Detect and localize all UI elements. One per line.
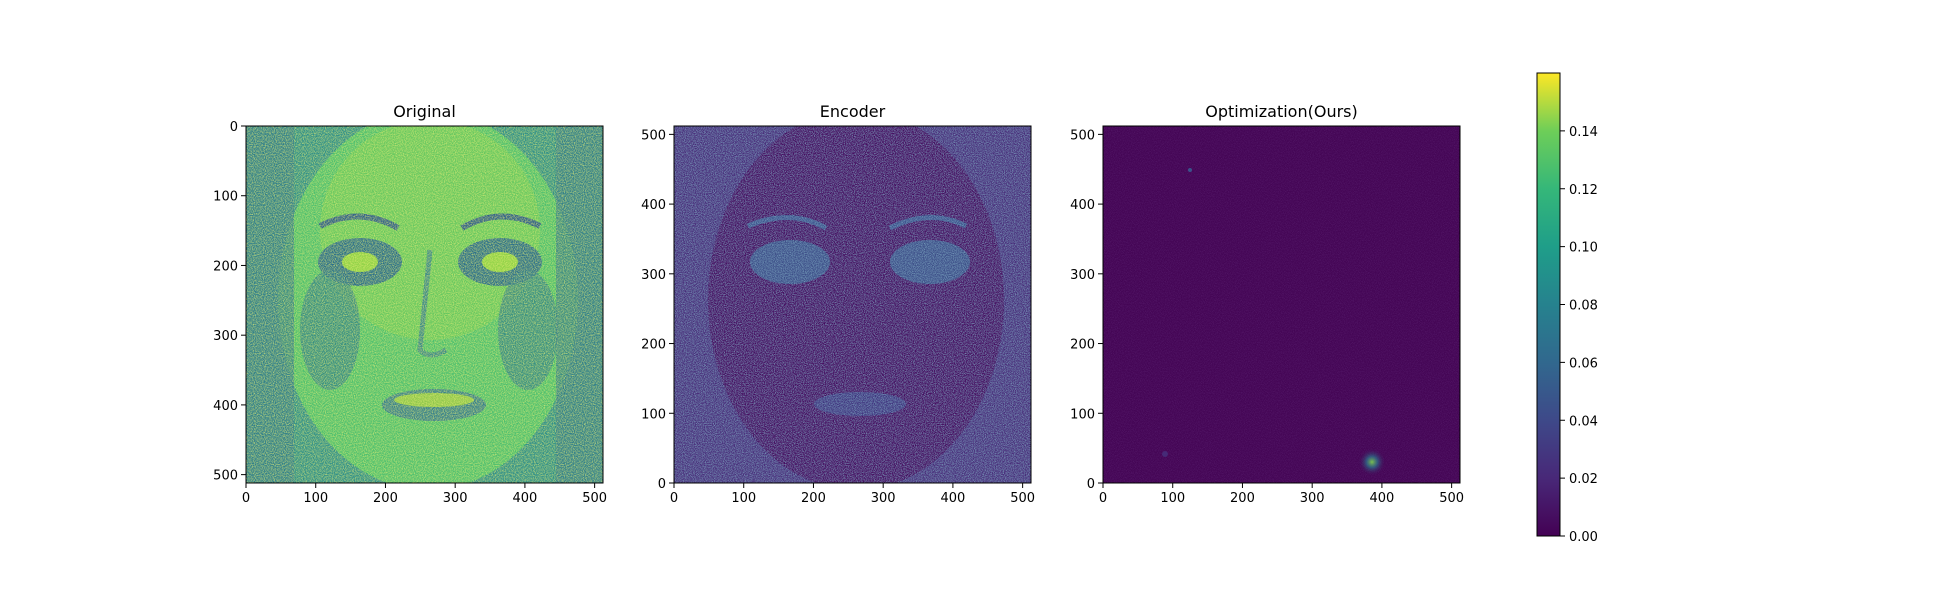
x-tick-label-original-1: 100 — [303, 491, 328, 506]
x-tick-label-original-2: 200 — [373, 491, 398, 506]
heatmap-image-encoder — [674, 126, 1031, 483]
colorbar-tick-label-0: 0.00 — [1569, 530, 1598, 545]
y-tick-label-encoder-2: 200 — [641, 338, 666, 353]
axes-frame-encoder — [673, 125, 1032, 484]
y-axis-original: 0 100 200 300 400 500 — [213, 120, 246, 484]
panel-ours: Optimization(Ours) 0 100 200 300 400 500 0 100… — [1070, 102, 1464, 506]
y-tick-label-encoder-3: 300 — [641, 268, 666, 283]
x-tick-label-ours-0: 0 — [1099, 491, 1107, 506]
colorbar-tick-label-1: 0.02 — [1569, 472, 1598, 487]
x-tick-label-encoder-2: 200 — [801, 491, 826, 506]
colorbar-ticks: 0.00 0.02 0.04 0.06 0.08 0.10 0.12 0.14 — [1560, 125, 1598, 545]
y-tick-label-encoder-5: 500 — [641, 128, 666, 143]
x-tick-label-ours-2: 200 — [1230, 491, 1255, 506]
y-tick-label-encoder-1: 100 — [641, 407, 666, 422]
y-axis-ours: 0 100 200 300 400 500 — [1070, 128, 1103, 492]
x-tick-label-original-4: 400 — [512, 491, 537, 506]
axes-frame-ours — [1102, 125, 1461, 484]
x-tick-label-ours-3: 300 — [1300, 491, 1325, 506]
y-tick-label-original-2: 200 — [213, 259, 238, 274]
y-tick-label-encoder-4: 400 — [641, 198, 666, 213]
x-tick-label-encoder-0: 0 — [670, 491, 678, 506]
axes-frame-original — [245, 125, 604, 484]
y-tick-label-original-0: 0 — [230, 120, 238, 135]
x-tick-label-ours-1: 100 — [1160, 491, 1185, 506]
y-tick-label-encoder-0: 0 — [658, 477, 666, 492]
y-tick-label-ours-3: 300 — [1070, 268, 1095, 283]
bright-spot — [1358, 448, 1386, 476]
panel-title-encoder: Encoder — [820, 102, 886, 121]
x-tick-label-ours-4: 400 — [1369, 491, 1394, 506]
x-tick-label-ours-5: 500 — [1439, 491, 1464, 506]
panel-encoder: Encoder 0 100 200 300 400 500 0 100 200 300 400 50… — [641, 102, 1035, 506]
y-tick-label-original-1: 100 — [213, 190, 238, 205]
x-tick-label-encoder-5: 500 — [1010, 491, 1035, 506]
x-tick-label-original-0: 0 — [242, 491, 250, 506]
y-tick-label-ours-1: 100 — [1070, 407, 1095, 422]
x-axis-ours: 0 100 200 300 400 500 — [1099, 483, 1464, 506]
heatmap-image-ours — [1103, 126, 1460, 483]
panel-title-ours: Optimization(Ours) — [1205, 102, 1357, 121]
x-tick-label-encoder-4: 400 — [940, 491, 965, 506]
x-tick-label-encoder-3: 300 — [871, 491, 896, 506]
y-tick-label-original-3: 300 — [213, 329, 238, 344]
y-tick-label-ours-5: 500 — [1070, 128, 1095, 143]
colorbar-tick-label-6: 0.12 — [1569, 183, 1598, 198]
x-tick-label-original-5: 500 — [582, 491, 607, 506]
panel-title-original: Original — [393, 102, 456, 121]
y-tick-label-original-4: 400 — [213, 399, 238, 414]
y-tick-label-ours-4: 400 — [1070, 198, 1095, 213]
panel-original: Original 0 100 200 300 4 — [213, 102, 607, 506]
x-tick-label-encoder-1: 100 — [731, 491, 756, 506]
y-axis-encoder: 0 100 200 300 400 500 — [641, 128, 674, 492]
y-tick-label-ours-0: 0 — [1087, 477, 1095, 492]
x-tick-label-original-3: 300 — [443, 491, 468, 506]
colorbar: 0.00 0.02 0.04 0.06 0.08 0.10 0.12 0.14 — [1536, 72, 1598, 545]
colorbar-tick-label-4: 0.08 — [1569, 299, 1598, 314]
colorbar-tick-label-7: 0.14 — [1569, 125, 1598, 140]
colorbar-tick-label-3: 0.06 — [1569, 356, 1598, 371]
y-tick-label-original-5: 500 — [213, 469, 238, 484]
colorbar-tick-label-2: 0.04 — [1569, 414, 1598, 429]
x-axis-encoder: 0 100 200 300 400 500 — [670, 483, 1035, 506]
y-tick-label-ours-2: 200 — [1070, 338, 1095, 353]
colorbar-tick-label-5: 0.10 — [1569, 241, 1598, 256]
heatmap-image-original — [246, 126, 603, 483]
colorbar-gradient — [1537, 73, 1560, 536]
x-axis-original: 0 100 200 300 400 500 — [242, 483, 607, 506]
